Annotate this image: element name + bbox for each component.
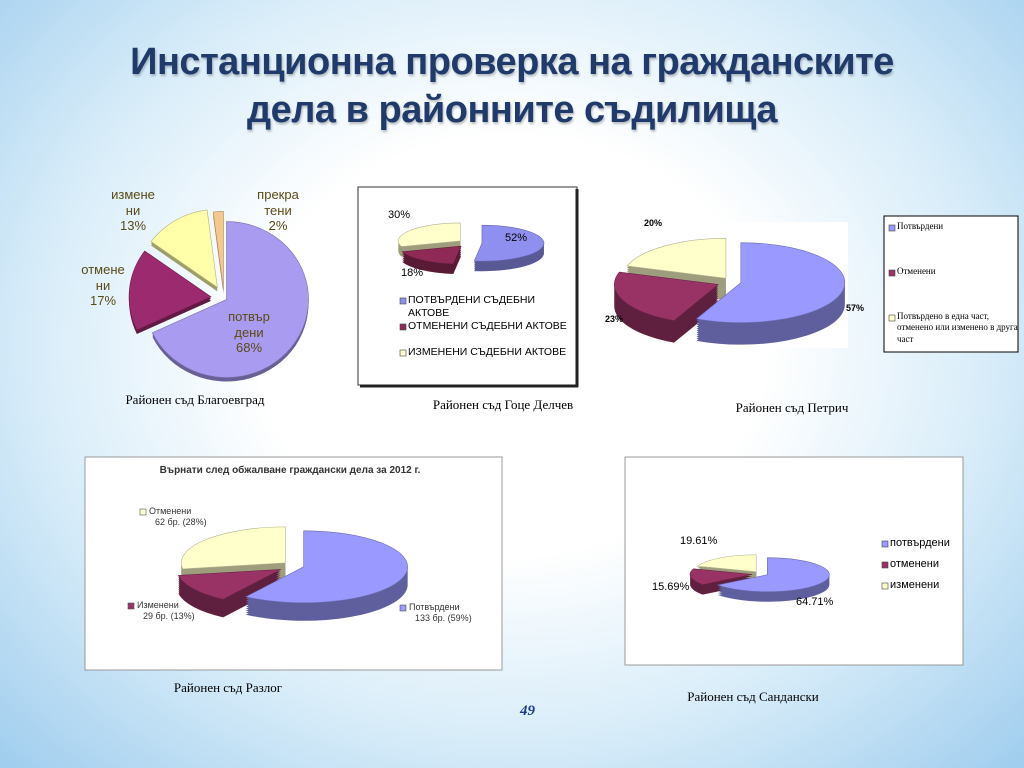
legend-label: ПОТВЪРДЕНИ СЪДЕБНИ АКТОВЕ: [408, 294, 535, 320]
legend-label: Отменени: [897, 266, 936, 276]
value-label: 13%: [119, 218, 147, 234]
slice: [151, 221, 309, 378]
slice-label: изменени 13%: [111, 187, 155, 234]
legend-swatch: [127, 602, 135, 610]
value-label: 64.71%: [796, 596, 834, 608]
legend-swatch: [888, 314, 896, 322]
legend-swatch: [139, 508, 147, 516]
slice-label: прекратени 2%: [255, 187, 301, 234]
value-label: 30%: [388, 209, 411, 221]
value-label: 29 бр. (13%): [143, 611, 195, 621]
value-label: 2%: [268, 218, 288, 234]
slice: [401, 245, 462, 265]
slice: [626, 237, 727, 279]
slice: [716, 557, 830, 593]
slice-label: потвърдени 68%: [226, 309, 272, 356]
value-label: 23%: [605, 314, 624, 324]
slice-label: отменени 17%: [81, 262, 125, 309]
slice: [245, 530, 408, 604]
chart-caption: Районен съд Сандански: [687, 689, 819, 704]
legend-label: отменени: [890, 558, 940, 570]
category-label: Отменени: [149, 506, 192, 516]
value-label: 18%: [401, 267, 424, 279]
slice: [614, 271, 720, 321]
legend-swatch: [881, 540, 889, 548]
legend-label: Потвърдени: [897, 221, 944, 231]
slice: [177, 569, 282, 600]
chart-caption: Районен съд Гоце Делчев: [432, 397, 574, 412]
legend-swatch: [399, 323, 407, 331]
chart-title: Върнати след обжалване граждански дела з…: [160, 464, 421, 476]
value-label: 133 бр. (59%): [415, 613, 472, 623]
chart-frame: [357, 186, 578, 386]
value-label: 15.69%: [652, 581, 690, 593]
legend-label: Потвърдено в една част, отменено или изм…: [897, 311, 1018, 344]
slice: [473, 224, 545, 262]
legend-swatch: [881, 582, 889, 590]
page-number: 49: [520, 703, 535, 719]
legend-label: изменени: [890, 579, 940, 591]
value-label: 52%: [505, 232, 528, 244]
slice: [181, 526, 286, 570]
value-label: 20%: [644, 218, 663, 228]
slice: [128, 250, 212, 331]
legend-swatch: [399, 349, 407, 357]
legend-swatch: [399, 604, 407, 612]
value-label: 17%: [89, 293, 117, 309]
slice: [150, 209, 218, 288]
value-label: 19.61%: [680, 535, 718, 547]
chart-caption: Районен съд Разлог: [173, 680, 283, 695]
chart-caption: Районен съд Благоевград: [125, 392, 265, 407]
category-label: Потвърдени: [409, 602, 460, 612]
chart-caption: Районен съд Петрич: [735, 400, 849, 415]
slice: [689, 568, 753, 585]
legend-label: ОТМЕНЕНИ СЪДЕБНИ АКТОВЕ: [408, 320, 567, 332]
slice: [695, 242, 846, 323]
legend-swatch: [399, 297, 407, 305]
legend-swatch: [888, 269, 896, 277]
legend-label: потвърдени: [890, 537, 950, 549]
legend-label: ИЗМЕНЕНИ СЪДЕБНИ АКТОВЕ: [408, 346, 567, 358]
value-label: 57%: [846, 303, 865, 313]
legend-box: [883, 215, 1019, 353]
slice: [696, 554, 757, 573]
value-label: 68%: [235, 340, 263, 356]
chart-frame: [84, 456, 503, 671]
slice: [212, 211, 224, 290]
slice: [397, 222, 461, 247]
legend-swatch: [888, 224, 896, 232]
value-label: 62 бр. (28%): [155, 517, 207, 527]
category-label: Изменени: [137, 600, 179, 610]
legend-swatch: [881, 561, 889, 569]
slide-title: Инстанционна проверка на гражданските де…: [130, 41, 894, 131]
